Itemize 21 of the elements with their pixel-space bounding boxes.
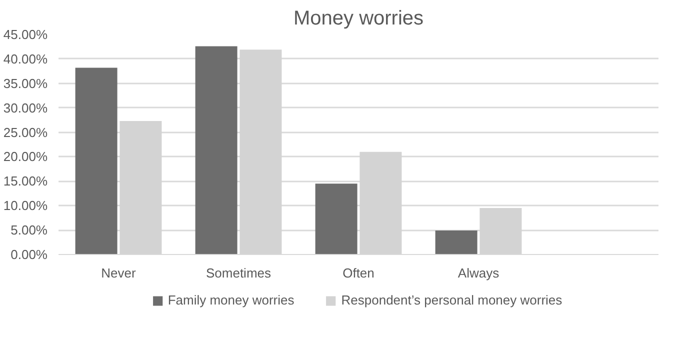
y-tick-label: 25.00%	[3, 124, 48, 140]
y-tick-label: 20.00%	[3, 149, 48, 164]
y-tick-label: 5.00%	[10, 222, 48, 238]
y-tick-label: 15.00%	[3, 174, 48, 189]
x-tick-label: Never	[101, 266, 137, 280]
y-tick-label: 35.00%	[3, 76, 48, 91]
y-tick-label: 10.00%	[3, 198, 48, 214]
bar	[75, 68, 118, 254]
y-tick-label: 45.00%	[3, 27, 48, 42]
x-tick-label: Often	[342, 266, 374, 280]
chart-title: Money worries	[293, 8, 424, 30]
y-tick-label: 0.00%	[10, 247, 48, 262]
bar	[435, 230, 478, 254]
bar	[315, 184, 358, 254]
y-tick-label: 30.00%	[3, 100, 48, 116]
x-tick-label: Always	[458, 266, 500, 280]
x-tick-label: Sometimes	[206, 266, 272, 280]
legend-label: Respondent’s personal money worries	[341, 292, 562, 308]
bar	[195, 46, 238, 254]
legend-label: Family money worries	[168, 292, 294, 308]
y-tick-label: 40.00%	[3, 51, 48, 66]
